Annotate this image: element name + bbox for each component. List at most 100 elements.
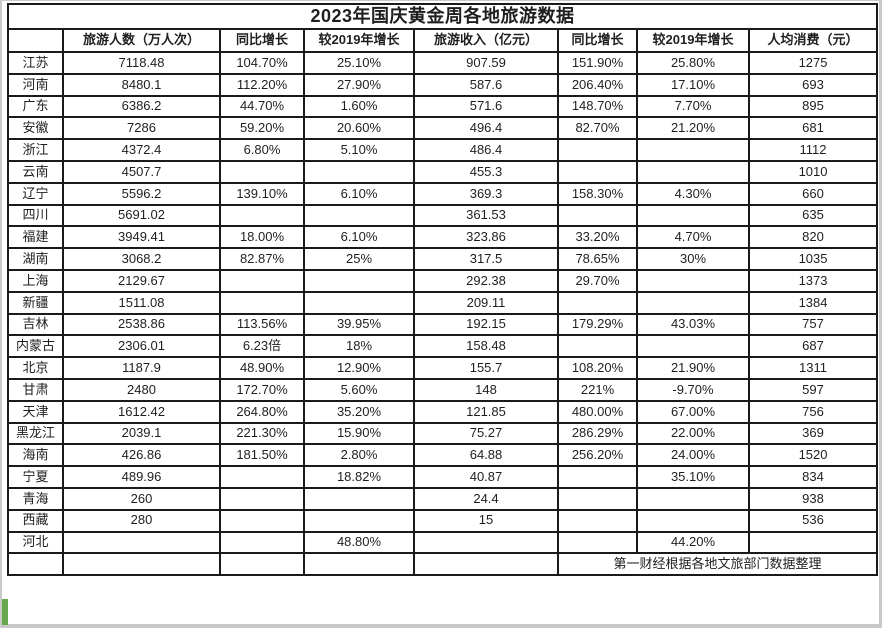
data-cell[interactable]: 15.90% [303, 421, 415, 446]
data-cell[interactable]: 693 [747, 72, 879, 97]
data-cell[interactable]: 20.60% [303, 116, 415, 141]
data-cell[interactable]: 29.70% [557, 268, 638, 293]
data-cell[interactable]: 1035 [747, 247, 879, 271]
data-cell[interactable]: 455.3 [413, 159, 559, 184]
data-cell[interactable]: 536 [747, 508, 879, 533]
data-cell[interactable]: 2129.67 [62, 268, 221, 293]
data-cell[interactable]: 7286 [62, 116, 221, 141]
data-cell[interactable]: 33.20% [557, 225, 638, 250]
data-cell[interactable] [636, 159, 750, 184]
data-cell[interactable] [557, 465, 638, 489]
data-cell[interactable]: 17.10% [636, 72, 750, 97]
data-cell[interactable] [219, 268, 305, 293]
data-cell[interactable] [219, 486, 305, 511]
region-cell[interactable]: 河北 [7, 530, 64, 555]
data-cell[interactable]: 25% [303, 247, 415, 271]
data-cell[interactable]: 687 [747, 334, 879, 359]
data-cell[interactable]: 587.6 [413, 72, 559, 97]
region-cell[interactable]: 新疆 [7, 290, 64, 315]
data-cell[interactable]: 280 [62, 508, 221, 533]
data-cell[interactable] [636, 203, 750, 228]
region-cell[interactable]: 宁夏 [7, 465, 64, 489]
region-cell[interactable]: 广东 [7, 94, 64, 119]
data-cell[interactable]: 35.20% [303, 399, 415, 424]
data-cell[interactable]: 256.20% [557, 443, 638, 468]
data-cell[interactable]: 264.80% [219, 399, 305, 424]
data-cell[interactable]: 3068.2 [62, 247, 221, 271]
data-cell[interactable] [636, 290, 750, 315]
data-cell[interactable]: 660 [747, 181, 879, 206]
region-cell[interactable]: 安徽 [7, 116, 64, 141]
data-cell[interactable]: 1112 [747, 138, 879, 162]
region-cell[interactable]: 海南 [7, 443, 64, 468]
region-cell[interactable]: 北京 [7, 356, 64, 380]
data-cell[interactable]: 209.11 [413, 290, 559, 315]
data-cell[interactable]: 2306.01 [62, 334, 221, 359]
data-cell[interactable]: 2039.1 [62, 421, 221, 446]
data-cell[interactable]: 260 [62, 486, 221, 511]
data-cell[interactable]: 496.4 [413, 116, 559, 141]
data-cell[interactable]: 1520 [747, 443, 879, 468]
data-cell[interactable] [636, 508, 750, 533]
data-cell[interactable]: 938 [747, 486, 879, 511]
data-cell[interactable]: 24.00% [636, 443, 750, 468]
data-cell[interactable]: 172.70% [219, 377, 305, 402]
data-cell[interactable]: 24.4 [413, 486, 559, 511]
data-cell[interactable]: 121.85 [413, 399, 559, 424]
data-cell[interactable]: 21.20% [636, 116, 750, 141]
data-cell[interactable]: 25.80% [636, 51, 750, 75]
region-cell[interactable]: 云南 [7, 159, 64, 184]
data-cell[interactable]: 104.70% [219, 51, 305, 75]
region-cell[interactable]: 湖南 [7, 247, 64, 271]
data-cell[interactable]: 486.4 [413, 138, 559, 162]
data-cell[interactable]: 369 [747, 421, 879, 446]
data-cell[interactable]: 317.5 [413, 247, 559, 271]
data-cell[interactable]: 6.10% [303, 225, 415, 250]
data-cell[interactable]: 895 [747, 94, 879, 119]
data-cell[interactable] [557, 530, 638, 555]
data-cell[interactable] [636, 334, 750, 359]
region-cell[interactable]: 西藏 [7, 508, 64, 533]
data-cell[interactable] [557, 138, 638, 162]
data-cell[interactable] [636, 268, 750, 293]
data-cell[interactable] [747, 530, 879, 555]
data-cell[interactable]: 22.00% [636, 421, 750, 446]
data-cell[interactable]: 1384 [747, 290, 879, 315]
data-cell[interactable]: 834 [747, 465, 879, 489]
data-cell[interactable]: 113.56% [219, 312, 305, 337]
data-cell[interactable]: 2538.86 [62, 312, 221, 337]
data-cell[interactable]: 756 [747, 399, 879, 424]
data-cell[interactable]: 3949.41 [62, 225, 221, 250]
data-cell[interactable]: 4507.7 [62, 159, 221, 184]
data-cell[interactable]: 1511.08 [62, 290, 221, 315]
region-cell[interactable]: 甘肃 [7, 377, 64, 402]
data-cell[interactable]: 64.88 [413, 443, 559, 468]
data-cell[interactable]: 158.30% [557, 181, 638, 206]
data-cell[interactable]: 4372.4 [62, 138, 221, 162]
data-cell[interactable]: 44.70% [219, 94, 305, 119]
selected-cell[interactable] [7, 552, 64, 577]
data-cell[interactable]: -9.70% [636, 377, 750, 402]
data-cell[interactable]: 221.30% [219, 421, 305, 446]
data-cell[interactable]: 139.10% [219, 181, 305, 206]
data-cell[interactable]: 35.10% [636, 465, 750, 489]
data-cell[interactable]: 7.70% [636, 94, 750, 119]
region-cell[interactable]: 江苏 [7, 51, 64, 75]
region-cell[interactable]: 内蒙古 [7, 334, 64, 359]
data-cell[interactable]: 75.27 [413, 421, 559, 446]
data-cell[interactable]: 6.23倍 [219, 334, 305, 359]
data-cell[interactable]: 148.70% [557, 94, 638, 119]
data-cell[interactable]: 323.86 [413, 225, 559, 250]
data-cell[interactable]: 286.29% [557, 421, 638, 446]
data-cell[interactable]: 40.87 [413, 465, 559, 489]
data-cell[interactable]: 18% [303, 334, 415, 359]
data-cell[interactable]: 82.70% [557, 116, 638, 141]
data-cell[interactable]: 1.60% [303, 94, 415, 119]
data-cell[interactable]: 361.53 [413, 203, 559, 228]
data-cell[interactable]: 480.00% [557, 399, 638, 424]
region-cell[interactable]: 吉林 [7, 312, 64, 337]
region-cell[interactable]: 浙江 [7, 138, 64, 162]
region-cell[interactable]: 辽宁 [7, 181, 64, 206]
data-cell[interactable]: 1187.9 [62, 356, 221, 380]
data-cell[interactable]: 15 [413, 508, 559, 533]
